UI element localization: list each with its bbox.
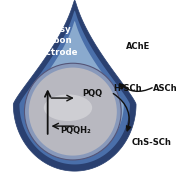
- FancyArrowPatch shape: [113, 94, 131, 131]
- Text: ChS-SCh: ChS-SCh: [131, 138, 171, 147]
- Text: ASCh: ASCh: [153, 84, 178, 93]
- Text: Glassy
carbon
electrode: Glassy carbon electrode: [32, 25, 78, 57]
- Polygon shape: [19, 11, 130, 164]
- Polygon shape: [13, 0, 136, 171]
- Ellipse shape: [29, 68, 117, 156]
- Text: H-SCh: H-SCh: [113, 84, 141, 93]
- Text: PQQH₂: PQQH₂: [60, 126, 91, 135]
- Polygon shape: [26, 21, 124, 158]
- Ellipse shape: [44, 94, 92, 121]
- Ellipse shape: [24, 63, 121, 160]
- Text: AChE: AChE: [126, 42, 150, 51]
- FancyArrowPatch shape: [120, 84, 152, 91]
- Text: PQQ: PQQ: [82, 89, 102, 97]
